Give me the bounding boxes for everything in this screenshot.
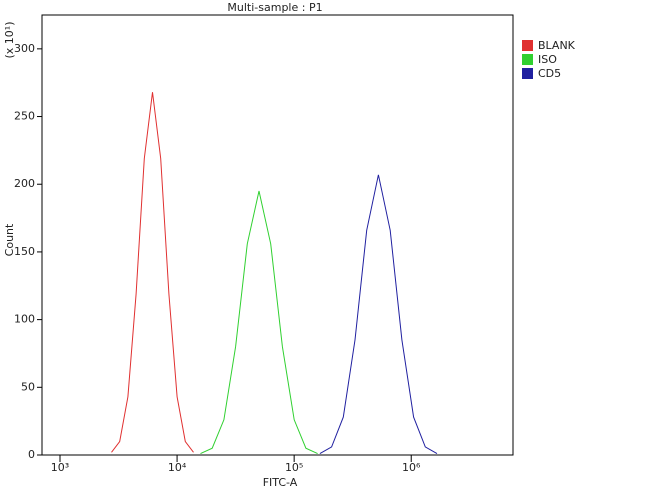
- y-tick-label: 150: [14, 245, 35, 258]
- y-tick-label: 50: [21, 380, 35, 393]
- plot-frame: [41, 14, 514, 456]
- y-tick-label: 200: [14, 177, 35, 190]
- x-tick-label: 10⁵: [285, 461, 303, 474]
- x-tick-label: 10⁴: [168, 461, 187, 474]
- legend-label: CD5: [538, 67, 561, 80]
- legend-swatch: [522, 68, 533, 79]
- y-axis-label: Count: [3, 223, 16, 256]
- y-unit-label: (x 10¹): [3, 22, 16, 59]
- legend-swatch: [522, 40, 533, 51]
- histogram-line: [319, 174, 438, 455]
- y-tick-label: 250: [14, 110, 35, 123]
- legend-label: BLANK: [538, 39, 576, 52]
- x-axis-label: FITC-A: [263, 476, 298, 489]
- y-tick-label: 300: [14, 42, 35, 55]
- legend-swatch: [522, 54, 533, 65]
- y-tick-label: 100: [14, 313, 35, 326]
- x-tick-label: 10⁶: [402, 461, 421, 474]
- histogram-line: [200, 190, 318, 455]
- chart-title: Multi-sample : P1: [227, 1, 322, 14]
- y-tick-label: 0: [28, 448, 35, 461]
- x-tick-label: 10³: [51, 461, 69, 474]
- histogram-line: [111, 92, 194, 453]
- legend-label: ISO: [538, 53, 557, 66]
